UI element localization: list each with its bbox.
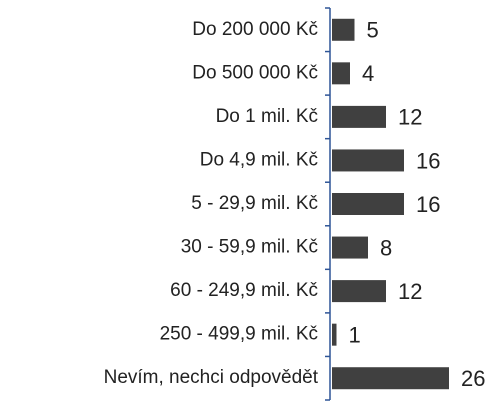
- value-label: 1: [349, 322, 361, 347]
- bar: [332, 323, 337, 346]
- bar: [332, 149, 404, 172]
- bar: [332, 105, 386, 128]
- category-label: Do 1 mil. Kč: [216, 106, 318, 127]
- value-label: 4: [362, 61, 374, 86]
- value-label: 12: [398, 105, 422, 130]
- category-label: 60 - 249,9 mil. Kč: [170, 280, 318, 301]
- value-label: 8: [380, 235, 392, 260]
- value-label: 5: [367, 18, 379, 43]
- bar: [332, 367, 449, 390]
- bar: [332, 18, 355, 41]
- category-label: Do 200 000 Kč: [192, 19, 318, 40]
- value-label: 26: [461, 366, 485, 391]
- value-label: 16: [416, 148, 440, 173]
- category-label: 30 - 59,9 mil. Kč: [181, 237, 318, 258]
- category-label: 5 - 29,9 mil. Kč: [191, 193, 318, 214]
- bar: [332, 236, 368, 259]
- category-label: Nevím, nechci odpovědět: [104, 367, 319, 388]
- value-label: 16: [416, 192, 440, 217]
- category-label: Do 4,9 mil. Kč: [200, 149, 318, 170]
- bar: [332, 280, 386, 303]
- bar: [332, 62, 350, 85]
- bar: [332, 193, 404, 215]
- value-label: 12: [398, 279, 422, 304]
- category-label: 250 - 499,9 mil. Kč: [160, 324, 318, 345]
- category-label: Do 500 000 Kč: [192, 62, 318, 83]
